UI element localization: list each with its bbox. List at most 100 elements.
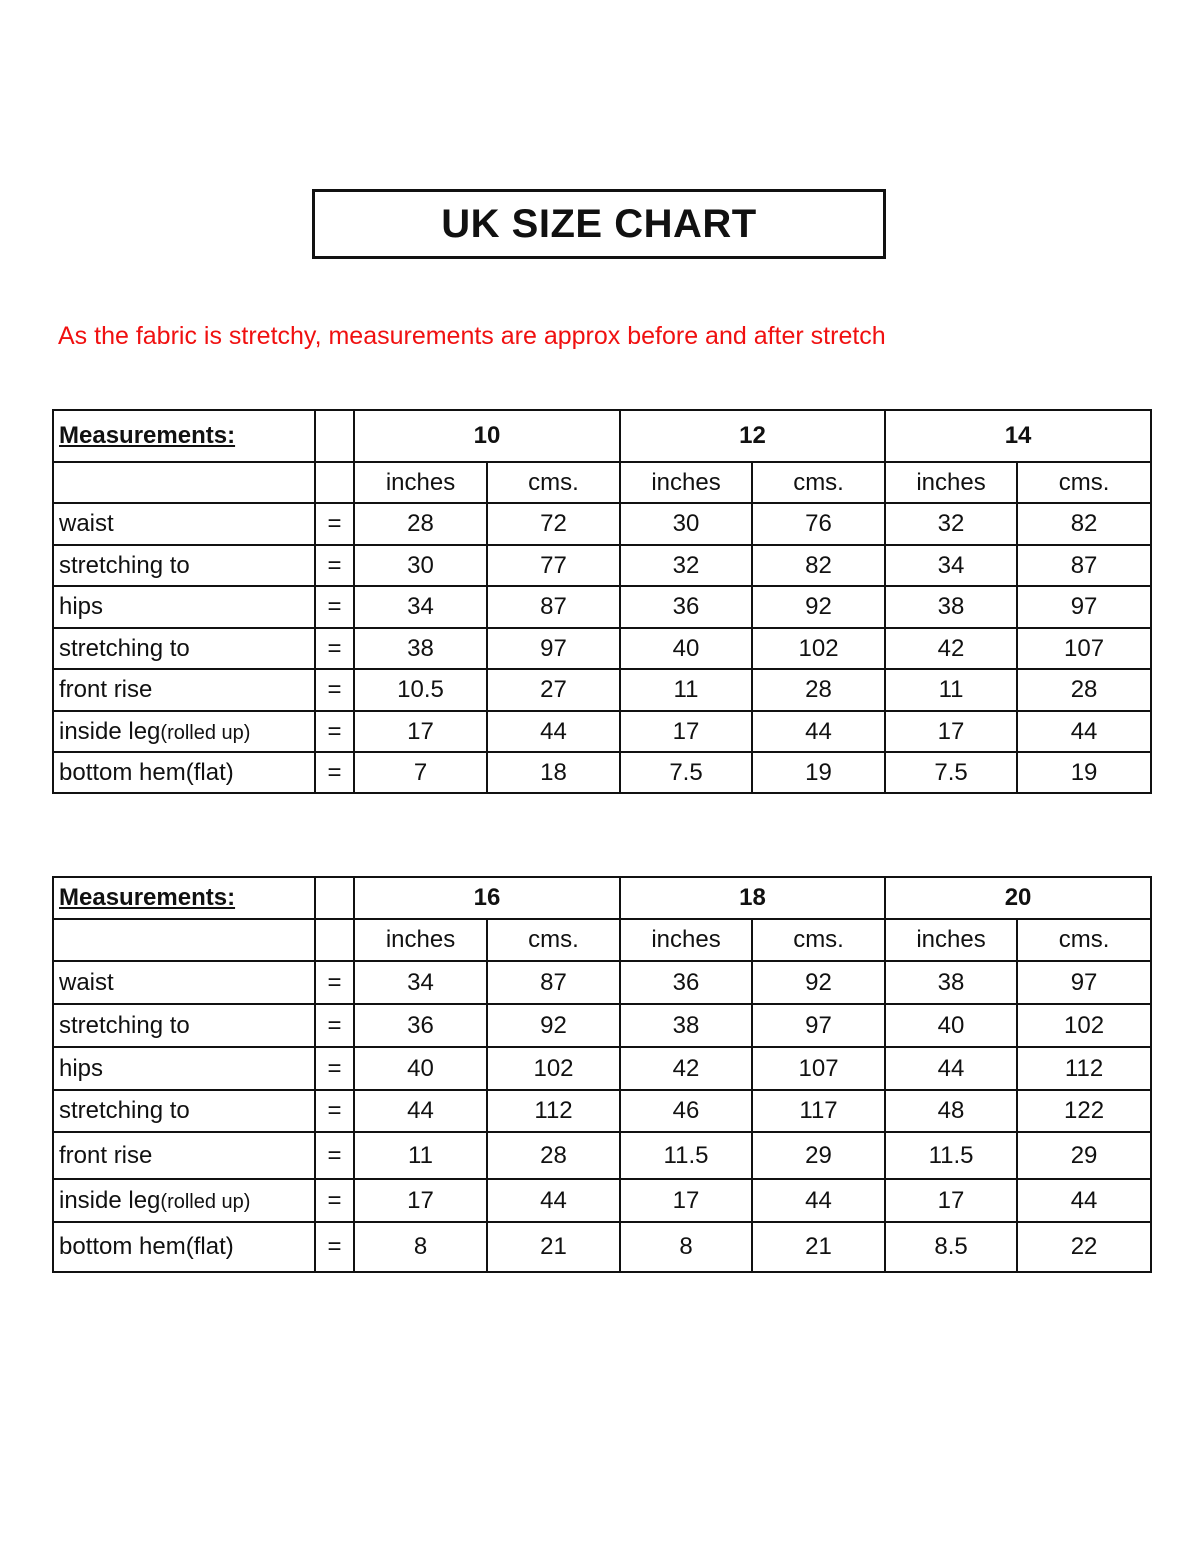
value-cms: 28: [1016, 668, 1153, 712]
equals-sign: =: [314, 544, 355, 587]
value-inches: 11.5: [619, 1131, 754, 1180]
measurement-label-text: bottom hem(flat): [59, 1233, 234, 1260]
value-cms: 82: [1016, 502, 1153, 546]
unit-row: inches cms. inches cms. inches cms.: [52, 461, 1153, 504]
value-inches: 40: [353, 1046, 488, 1091]
value-inches: 8.5: [884, 1221, 1019, 1273]
table-row: waist = 34 87 36 92 38 97: [52, 960, 1153, 1005]
equals-sign: =: [314, 627, 355, 670]
value-cms: 102: [485, 1046, 622, 1091]
equals-sign: =: [314, 502, 355, 546]
value-inches: 34: [353, 960, 488, 1005]
measurement-label: front rise: [52, 1131, 316, 1180]
value-cms: 44: [485, 710, 622, 753]
measurement-label: front rise: [52, 668, 316, 712]
value-cms: 21: [751, 1221, 887, 1273]
value-cms: 44: [751, 1178, 887, 1223]
value-inches: 36: [619, 960, 754, 1005]
table-row: front rise = 10.5 27 11 28 11 28: [52, 668, 1153, 712]
value-cms: 28: [751, 668, 887, 712]
value-inches: 10.5: [353, 668, 488, 712]
size-header-row: Measurements: 16 18 20: [52, 876, 1153, 920]
table-row: hips = 40 102 42 107 44 112: [52, 1046, 1153, 1091]
value-inches: 28: [353, 502, 488, 546]
equals-sign: =: [314, 1131, 355, 1180]
unit-inches: inches: [353, 461, 488, 504]
measurement-label: hips: [52, 1046, 316, 1091]
equals-sign: =: [314, 1003, 355, 1048]
table-row: inside leg(rolled up) = 17 44 17 44 17 44: [52, 1178, 1153, 1223]
stretch-note: As the fabric is stretchy, measurements …: [58, 322, 886, 350]
measurements-heading: Measurements:: [52, 409, 316, 463]
value-cms: 92: [751, 585, 887, 629]
value-inches: 32: [619, 544, 754, 587]
measurement-label-text: front rise: [59, 1141, 153, 1169]
size-heading: 16: [352, 876, 622, 920]
size-table-1: Measurements: 10 12 14 inches cms. inches cms. i…: [52, 409, 1153, 794]
value-cms: 87: [485, 960, 622, 1005]
blank-cell: [314, 918, 355, 962]
value-inches: 48: [884, 1089, 1019, 1133]
size-heading: 18: [619, 876, 887, 920]
value-inches: 34: [353, 585, 488, 629]
value-inches: 7.5: [884, 751, 1019, 794]
value-cms: 102: [751, 627, 887, 670]
value-cms: 112: [485, 1089, 622, 1133]
value-cms: 22: [1016, 1221, 1153, 1273]
value-inches: 44: [353, 1089, 488, 1133]
value-inches: 38: [884, 960, 1019, 1005]
table-row: front rise = 11 28 11.5 29 11.5 29: [52, 1131, 1153, 1180]
unit-inches: inches: [884, 461, 1019, 504]
value-inches: 17: [353, 710, 488, 753]
value-cms: 28: [485, 1131, 622, 1180]
unit-inches: inches: [619, 461, 754, 504]
value-inches: 40: [619, 627, 754, 670]
value-cms: 19: [751, 751, 887, 794]
value-inches: 40: [884, 1003, 1019, 1048]
unit-inches: inches: [884, 918, 1019, 962]
value-cms: 97: [485, 627, 622, 670]
equals-sign: =: [314, 960, 355, 1005]
measurement-label: stretching to: [52, 1089, 316, 1133]
value-cms: 19: [1016, 751, 1153, 794]
table-row: stretching to = 44 112 46 117 48 122: [52, 1089, 1153, 1133]
value-inches: 11: [353, 1131, 488, 1180]
value-inches: 11: [619, 668, 754, 712]
value-cms: 44: [1016, 1178, 1153, 1223]
table-row: bottom hem(flat) = 7 18 7.5 19 7.5 19: [52, 751, 1153, 794]
value-inches: 44: [884, 1046, 1019, 1091]
unit-cms: cms.: [1016, 918, 1153, 962]
value-cms: 44: [485, 1178, 622, 1223]
measurement-label: waist: [52, 502, 316, 546]
chart-title: UK SIZE CHART: [441, 201, 757, 246]
value-cms: 122: [1016, 1089, 1153, 1133]
size-heading: 12: [619, 409, 887, 463]
value-cms: 87: [1016, 544, 1153, 587]
value-cms: 72: [485, 502, 622, 546]
table-row: stretching to = 30 77 32 82 34 87: [52, 544, 1153, 587]
measurement-label: inside leg(rolled up): [52, 1178, 316, 1223]
size-heading: 14: [884, 409, 1153, 463]
measurement-label-text: waist: [59, 510, 114, 537]
chart-title-box: UK SIZE CHART: [312, 189, 886, 259]
value-cms: 44: [751, 710, 887, 753]
blank-cell: [314, 461, 355, 504]
measurement-label-text: hips: [59, 1054, 104, 1082]
unit-inches: inches: [619, 918, 754, 962]
value-cms: 76: [751, 502, 887, 546]
measurement-label-text: inside leg: [59, 1186, 161, 1214]
value-inches: 17: [619, 1178, 754, 1223]
table-row: bottom hem(flat) = 8 21 8 21 8.5 22: [52, 1221, 1153, 1273]
measurement-label-text: front rise: [59, 676, 153, 703]
value-inches: 38: [884, 585, 1019, 629]
equals-sign: =: [314, 1178, 355, 1223]
value-inches: 42: [884, 627, 1019, 670]
unit-cms: cms.: [751, 918, 887, 962]
value-cms: 21: [485, 1221, 622, 1273]
measurement-label: bottom hem(flat): [52, 751, 316, 794]
measurement-label-text: stretching to: [59, 551, 190, 579]
value-inches: 36: [619, 585, 754, 629]
size-table-2: Measurements: 16 18 20 inches cms. inches cms. i…: [52, 876, 1153, 1273]
unit-cms: cms.: [751, 461, 887, 504]
measurement-label: stretching to: [52, 544, 316, 587]
